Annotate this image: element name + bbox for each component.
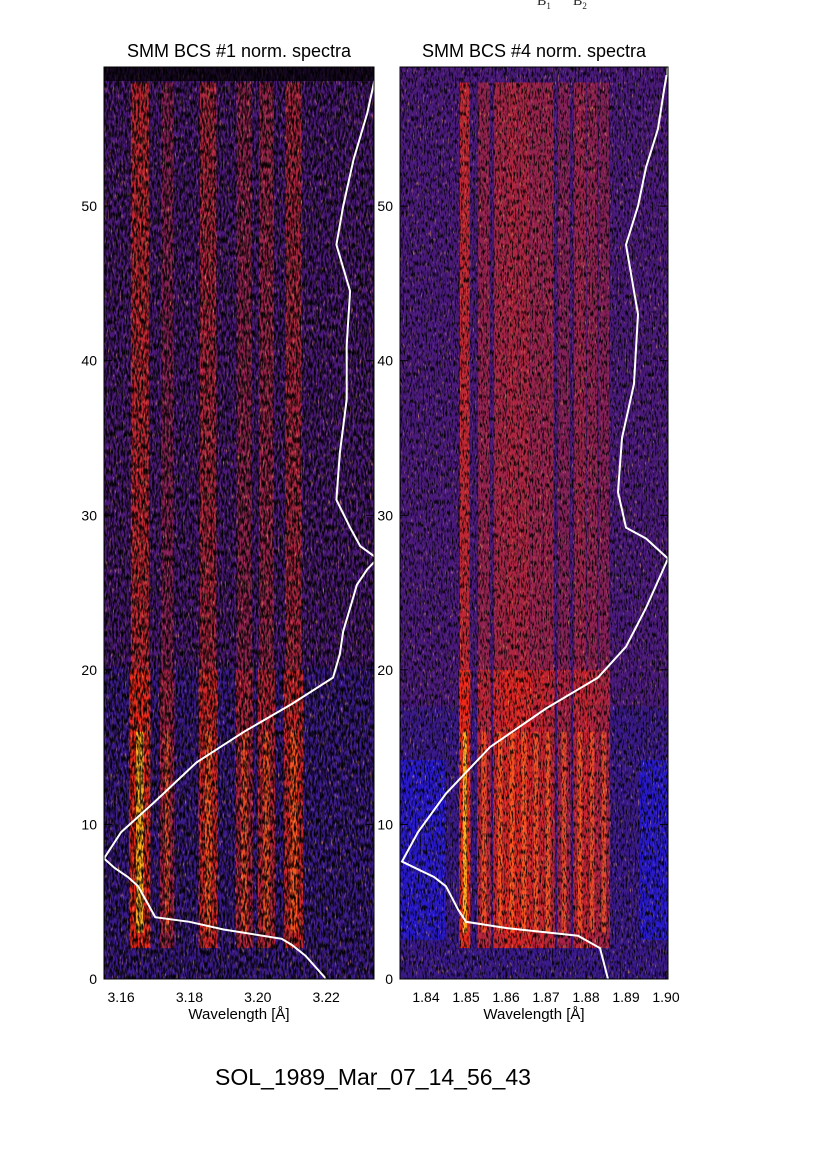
x-tick-label: 1.89 [612, 989, 639, 1005]
spectral-line-core-7 [561, 731, 567, 933]
bcs1-title: SMM BCS #1 norm. spectra [127, 41, 352, 61]
spectral-line-core-8 [577, 731, 583, 933]
event-id-caption: SOL_1989_Mar_07_14_56_43 [215, 1064, 531, 1090]
y-tick-label: 10 [81, 816, 97, 832]
spectral-line-core-9 [589, 731, 595, 933]
spectral-line-core-5 [290, 731, 298, 933]
y-tick-label: 40 [81, 353, 97, 369]
x-tick-label: 3.16 [107, 989, 134, 1005]
bcs1-xlabel: Wavelength [Å] [188, 1006, 289, 1023]
spectral-line-core-3 [241, 731, 248, 933]
bcs1-frame [103, 66, 375, 980]
spectral-line-core-10 [601, 731, 607, 933]
bcs4-noise-bright [400, 67, 668, 707]
header-note-b1: B1 [537, 0, 551, 11]
bcs4-panel: SMM BCS #4 norm. spectra 1.84 1.85 1.86 1.8… [377, 41, 679, 1023]
spectral-line-core-1 [481, 731, 487, 933]
x-tick-label: 1.86 [492, 989, 519, 1005]
y-tick-label: 40 [377, 353, 393, 369]
spectral-line-core-1 [164, 731, 170, 933]
spectral-line-core-5 [533, 731, 539, 933]
spectral-line-core-0 [462, 731, 467, 933]
x-tick-label: 1.84 [412, 989, 439, 1005]
x-tick-label: 1.87 [532, 989, 559, 1005]
y-tick-label: 30 [377, 507, 393, 523]
y-tick-label: 20 [377, 662, 393, 678]
x-tick-label: 3.18 [176, 989, 203, 1005]
y-tick-label: 0 [385, 971, 393, 987]
bcs1-y-axis: 0 10 20 30 40 50 [81, 198, 374, 987]
bcs4-noise-bottom [400, 940, 668, 979]
x-tick-label: 1.90 [652, 989, 679, 1005]
y-tick-label: 30 [81, 507, 97, 523]
bcs1-noise-bright [104, 67, 374, 667]
spectral-line-core-2 [497, 731, 503, 933]
header-note-b2: B2 [573, 0, 587, 11]
spectral-line-core-2 [204, 731, 212, 933]
bcs4-heatmap [400, 67, 668, 979]
bcs4-title: SMM BCS #4 norm. spectra [422, 41, 647, 61]
x-tick-label: 1.88 [572, 989, 599, 1005]
bcs4-lightcurve [400, 67, 668, 979]
spectral-line-core-6 [545, 731, 551, 933]
bcs1-lightcurve [104, 77, 374, 979]
bcs4-x-axis: 1.84 1.85 1.86 1.87 1.88 1.89 1.90 [412, 67, 680, 1005]
x-tick-label: 3.20 [244, 989, 271, 1005]
spectral-line-core-4 [521, 731, 527, 933]
bcs1-top-band [104, 67, 374, 81]
y-tick-label: 50 [377, 198, 393, 214]
y-tick-label: 10 [377, 816, 393, 832]
bcs4-xlabel: Wavelength [Å] [483, 1006, 584, 1023]
bcs1-x-axis: 3.16 3.18 3.20 3.22 [107, 67, 340, 1005]
x-tick-label: 3.22 [313, 989, 340, 1005]
y-tick-label: 50 [81, 198, 97, 214]
y-tick-label: 20 [81, 662, 97, 678]
spectral-line-core-4 [263, 731, 270, 933]
bcs4-y-axis: 0 10 20 30 40 50 [377, 198, 668, 987]
spectral-line-core-3 [509, 731, 515, 933]
x-tick-label: 1.85 [452, 989, 479, 1005]
bcs1-noise-bottom [104, 940, 374, 979]
spectral-line-core-0 [136, 731, 144, 933]
y-tick-label: 0 [89, 971, 97, 987]
bcs1-heatmap [104, 67, 374, 979]
bcs4-frame [399, 66, 669, 980]
bcs1-panel: SMM BCS #1 norm. spectra 3.16 3.18 3.20 3.2… [81, 41, 375, 1023]
spectra-figure: SMM BCS #1 norm. spectra 3.16 3.18 3.20 3.2… [81, 41, 679, 1023]
